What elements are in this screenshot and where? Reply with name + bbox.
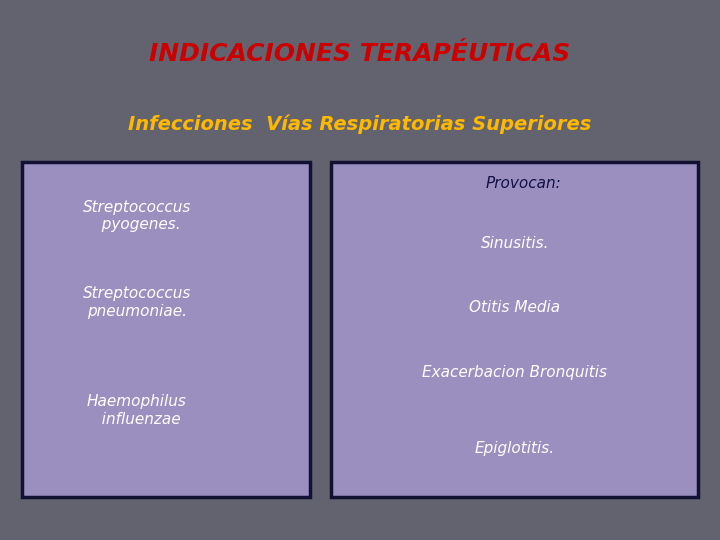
Text: Provocan:: Provocan: [486,176,562,191]
Text: Infecciones  Vías Respiratorias Superiores: Infecciones Vías Respiratorias Superiore… [128,114,592,134]
Text: Haemophilus
  influenzae: Haemophilus influenzae [87,394,186,427]
Text: Sinusitis.: Sinusitis. [480,235,549,251]
FancyBboxPatch shape [331,162,698,497]
Text: INDICACIONES TERAPÉUTICAS: INDICACIONES TERAPÉUTICAS [149,42,571,66]
Text: Streptococcus
pneumoniae.: Streptococcus pneumoniae. [83,286,191,319]
Text: Exacerbacion Bronquitis: Exacerbacion Bronquitis [423,365,607,380]
FancyBboxPatch shape [22,162,310,497]
Text: Otitis Media: Otitis Media [469,300,560,315]
Text: Streptococcus
  pyogenes.: Streptococcus pyogenes. [83,200,191,232]
Text: Epiglotitis.: Epiglotitis. [474,441,555,456]
